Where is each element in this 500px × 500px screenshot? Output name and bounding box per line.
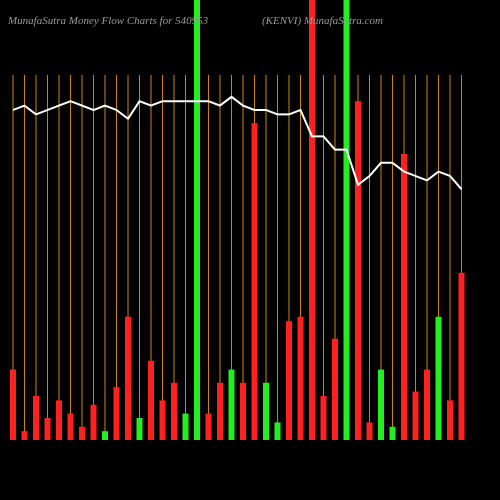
plot [10, 0, 465, 440]
bar [79, 426, 85, 440]
bar [447, 400, 453, 440]
bar [44, 418, 51, 440]
bar [458, 272, 465, 440]
bar [228, 369, 235, 440]
bar [435, 316, 442, 440]
bar [148, 360, 154, 440]
bar [159, 400, 166, 440]
bar [297, 316, 304, 440]
chart-subtitle: (KENVI) MunafaSutra.com [262, 15, 383, 27]
bar [136, 418, 143, 440]
bar [33, 396, 39, 440]
bar [67, 413, 74, 440]
bar [90, 404, 97, 440]
bar [102, 431, 108, 440]
bar [240, 382, 246, 440]
bar [309, 0, 315, 440]
chart-title: MunafaSutra Money Flow Charts for 540953 [7, 15, 209, 27]
bar [217, 382, 223, 440]
bar [355, 101, 361, 440]
bar [56, 400, 62, 440]
bar [205, 413, 212, 440]
bar [194, 0, 200, 440]
bar [171, 382, 177, 440]
bar [401, 154, 407, 440]
money-flow-line [12, 95, 463, 190]
bar [125, 316, 131, 440]
bar [113, 387, 120, 440]
bar [251, 123, 258, 440]
bar [424, 369, 430, 440]
bar [21, 431, 28, 440]
bar [263, 382, 269, 440]
bar [332, 338, 338, 440]
bar [286, 321, 292, 440]
bar [274, 422, 281, 440]
bar [412, 391, 419, 440]
bar [182, 413, 189, 440]
bar [343, 0, 350, 440]
bar [10, 369, 16, 440]
bar [320, 396, 327, 440]
bar [389, 426, 396, 440]
bar [366, 422, 373, 440]
bar [378, 369, 384, 440]
